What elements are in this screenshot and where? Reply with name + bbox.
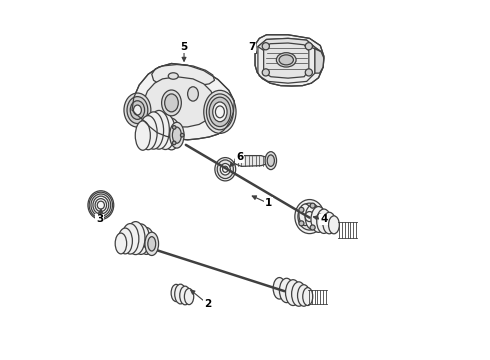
Ellipse shape <box>115 233 126 254</box>
Ellipse shape <box>317 209 331 233</box>
Polygon shape <box>315 47 324 73</box>
Circle shape <box>180 134 184 137</box>
Text: 5: 5 <box>180 42 188 52</box>
Ellipse shape <box>184 288 194 305</box>
Ellipse shape <box>135 121 150 150</box>
Ellipse shape <box>127 96 148 123</box>
Ellipse shape <box>298 203 321 230</box>
Ellipse shape <box>206 94 233 130</box>
Ellipse shape <box>165 94 178 112</box>
Ellipse shape <box>286 280 300 306</box>
Ellipse shape <box>175 284 186 304</box>
Ellipse shape <box>180 286 191 305</box>
Ellipse shape <box>305 205 319 229</box>
Ellipse shape <box>148 237 156 251</box>
Circle shape <box>172 126 176 129</box>
Text: 6: 6 <box>236 152 243 162</box>
Ellipse shape <box>130 101 145 120</box>
Polygon shape <box>132 63 234 140</box>
Ellipse shape <box>148 111 170 149</box>
Text: 3: 3 <box>96 215 103 224</box>
Ellipse shape <box>215 158 236 181</box>
Text: 2: 2 <box>204 299 211 309</box>
Polygon shape <box>141 77 215 127</box>
Ellipse shape <box>88 191 114 220</box>
Ellipse shape <box>139 228 154 255</box>
Ellipse shape <box>311 207 326 232</box>
Ellipse shape <box>301 207 318 226</box>
Ellipse shape <box>122 224 139 254</box>
Ellipse shape <box>188 87 198 101</box>
Ellipse shape <box>265 152 276 170</box>
Polygon shape <box>264 43 309 78</box>
Ellipse shape <box>139 116 157 150</box>
Circle shape <box>262 69 270 76</box>
Ellipse shape <box>279 55 294 65</box>
Circle shape <box>317 214 322 219</box>
Circle shape <box>299 207 304 212</box>
Ellipse shape <box>124 93 151 127</box>
Ellipse shape <box>267 155 274 166</box>
Polygon shape <box>152 64 215 87</box>
Ellipse shape <box>217 160 233 179</box>
Circle shape <box>262 42 270 50</box>
Ellipse shape <box>209 97 231 127</box>
Ellipse shape <box>213 102 227 122</box>
Ellipse shape <box>323 212 336 234</box>
Ellipse shape <box>276 53 296 67</box>
Circle shape <box>305 69 313 76</box>
Polygon shape <box>258 39 315 83</box>
Ellipse shape <box>126 222 145 255</box>
Ellipse shape <box>329 216 339 234</box>
Ellipse shape <box>220 163 230 175</box>
Ellipse shape <box>155 114 175 149</box>
Circle shape <box>310 203 315 208</box>
Ellipse shape <box>145 232 159 256</box>
Ellipse shape <box>279 278 294 303</box>
Ellipse shape <box>292 282 306 306</box>
Circle shape <box>305 42 313 50</box>
Ellipse shape <box>132 224 149 255</box>
Ellipse shape <box>170 122 184 148</box>
Text: 7: 7 <box>248 42 255 52</box>
Ellipse shape <box>295 199 324 234</box>
Ellipse shape <box>204 90 236 134</box>
Ellipse shape <box>133 105 141 115</box>
Polygon shape <box>235 156 270 166</box>
Circle shape <box>299 221 304 226</box>
Ellipse shape <box>172 127 181 143</box>
Ellipse shape <box>305 212 314 222</box>
Text: 4: 4 <box>320 215 328 224</box>
Circle shape <box>310 225 315 230</box>
Ellipse shape <box>303 288 313 306</box>
Ellipse shape <box>163 118 180 150</box>
Ellipse shape <box>168 73 178 79</box>
Polygon shape <box>258 39 321 51</box>
Ellipse shape <box>297 285 310 306</box>
Ellipse shape <box>162 90 181 116</box>
Polygon shape <box>255 35 324 86</box>
Ellipse shape <box>299 204 312 226</box>
Text: 1: 1 <box>265 198 272 208</box>
Ellipse shape <box>171 284 181 302</box>
Ellipse shape <box>118 228 132 254</box>
Ellipse shape <box>273 278 286 299</box>
Ellipse shape <box>144 112 164 149</box>
Circle shape <box>172 141 176 145</box>
